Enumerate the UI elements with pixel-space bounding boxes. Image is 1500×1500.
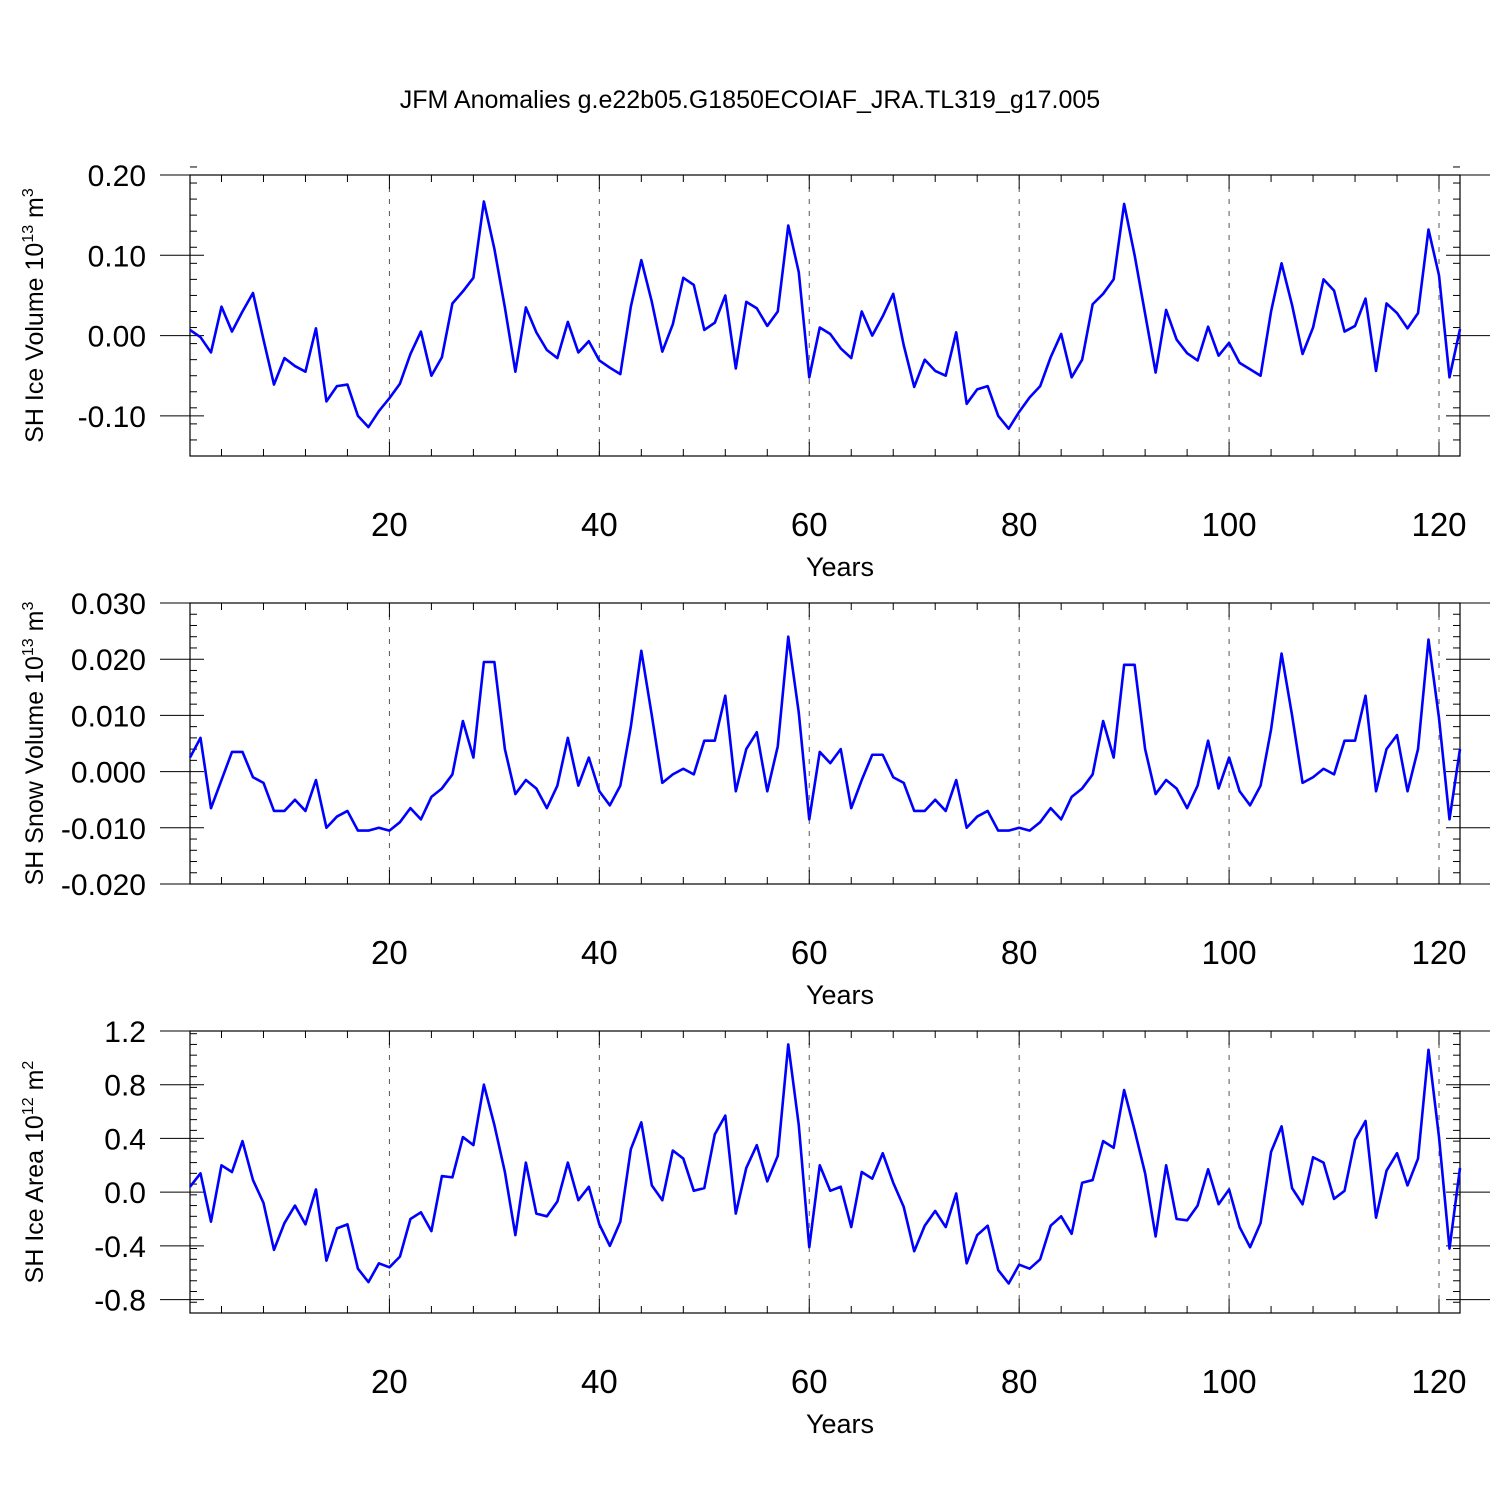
chart-panel-sh-ice-volume: 20 40 60 80 100 120 -0.10 0.00 0.10 0.20 Years SH I… [20, 160, 1490, 582]
y-tick-label: 0.8 [104, 1070, 146, 1103]
x-tick-label: 120 [1411, 506, 1466, 543]
series-line-sh-snow-volume [188, 635, 1462, 832]
y-tick-label: -0.010 [61, 813, 146, 846]
x-tick-label: 20 [371, 506, 408, 543]
x-tick-label: 80 [1001, 1363, 1038, 1400]
y-tick-label: -0.4 [94, 1231, 146, 1264]
y-tick-label: 0.10 [88, 240, 146, 273]
plot-frame [189, 174, 1461, 457]
x-tick-label: 120 [1411, 934, 1466, 971]
y-tick-label: 0.030 [71, 588, 146, 621]
x-tick-label: 60 [791, 934, 828, 971]
y-tick-label: 1.2 [104, 1016, 146, 1049]
y-tick-label: -0.8 [94, 1285, 146, 1318]
y-tick-label: 0.00 [88, 321, 146, 354]
y-tick-label: 0.010 [71, 700, 146, 733]
y-tick-label: 0.4 [104, 1123, 146, 1156]
chart-panel-sh-snow-volume: 20 40 60 80 100 120 -0.020 -0.010 0.000 0.010 0.02… [20, 588, 1490, 1010]
series-line-sh-ice-volume [189, 200, 1462, 430]
y-tick-label: 0.000 [71, 757, 146, 790]
x-tick-label: 60 [791, 506, 828, 543]
x-tick-label: 40 [581, 506, 618, 543]
x-tick-label: 20 [371, 1363, 408, 1400]
plot-frame [189, 1030, 1461, 1314]
y-tick-label: 0.020 [71, 644, 146, 677]
x-tick-label: 100 [1202, 506, 1257, 543]
y-tick-label: 0.20 [88, 160, 146, 193]
x-tick-label: 100 [1202, 934, 1257, 971]
x-axis-label: Years [806, 552, 874, 582]
x-tick-label: 40 [581, 934, 618, 971]
x-tick-label: 80 [1001, 934, 1038, 971]
x-tick-label: 120 [1411, 1363, 1466, 1400]
x-axis-label: Years [806, 1409, 874, 1439]
y-tick-label: -0.10 [78, 401, 146, 434]
y-tick-label: 0.0 [104, 1177, 146, 1210]
figure-title: JFM Anomalies g.e22b05.G1850ECOIAF_JRA.T… [399, 86, 1101, 114]
plot-frame [189, 602, 1461, 885]
x-tick-label: 80 [1001, 506, 1038, 543]
x-tick-label: 40 [581, 1363, 618, 1400]
x-tick-label: 60 [791, 1363, 828, 1400]
y-axis-label: SH Ice Volume 1013 m3 [20, 188, 49, 443]
x-axis-label: Years [806, 980, 874, 1010]
y-axis-label: SH Ice Area 1012 m2 [20, 1061, 49, 1284]
chart-panel-sh-ice-area: 20 40 60 80 100 120 -0.8 -0.4 0.0 0.4 0.8 1.2 Years S… [20, 1016, 1490, 1439]
series-line-sh-ice-area [188, 1043, 1462, 1285]
y-tick-label: -0.020 [61, 869, 146, 902]
x-tick-label: 20 [371, 934, 408, 971]
x-tick-label: 100 [1202, 1363, 1257, 1400]
y-axis-label: SH Snow Volume 1013 m3 [20, 602, 49, 886]
